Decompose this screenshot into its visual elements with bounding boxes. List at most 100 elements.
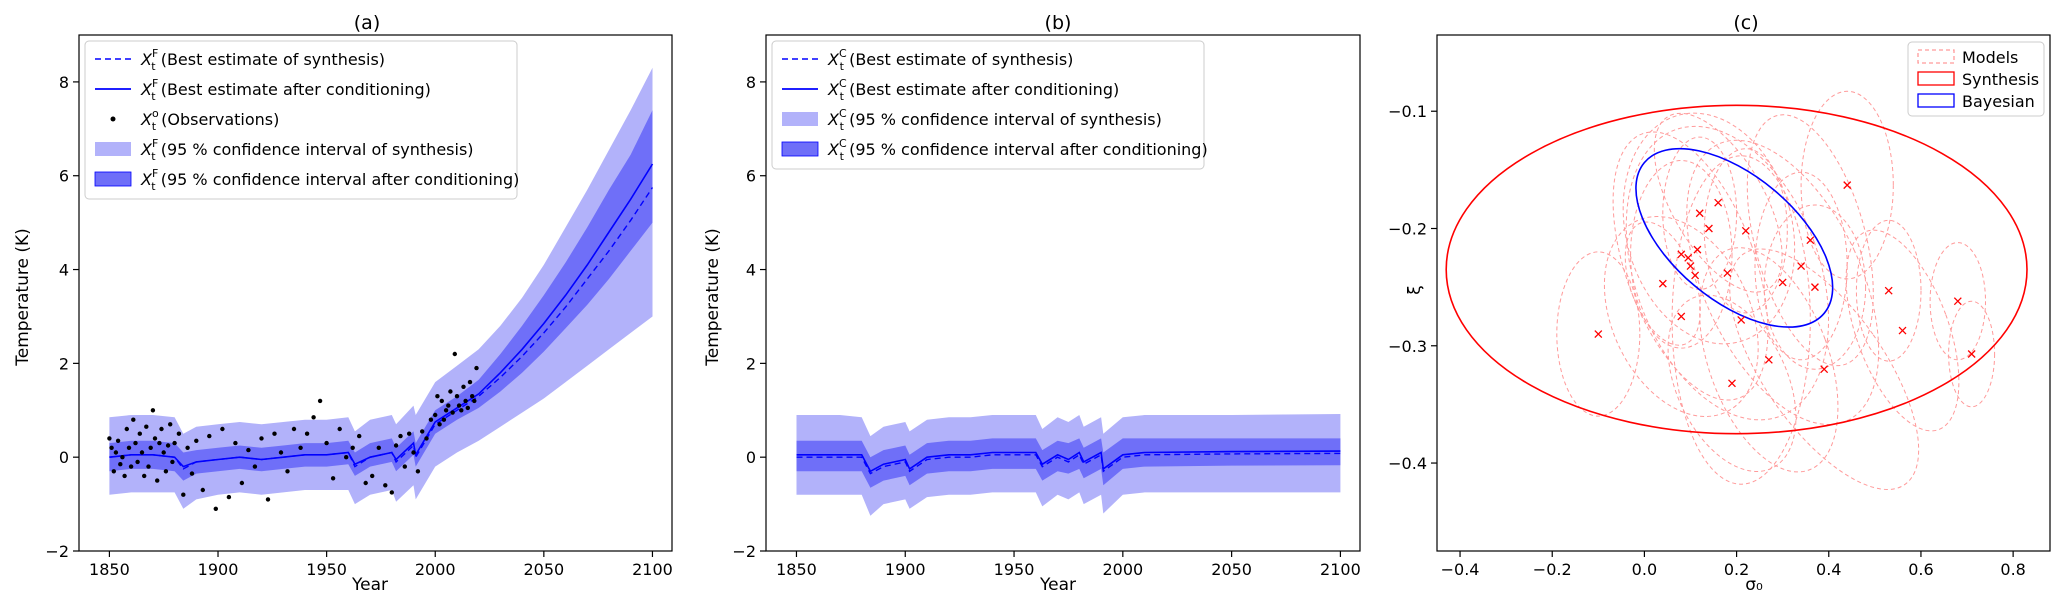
panel-b-ytick-label: 8 (746, 73, 756, 92)
panel-c-model-ellipse (1630, 160, 1733, 349)
panel-a-observation-point (176, 431, 182, 436)
panel-a-observation-point (411, 450, 416, 455)
panel-a-observation-point (350, 445, 355, 450)
panel-c-legend (1907, 41, 2045, 117)
panel-c-model-ellipse (1703, 148, 1788, 314)
panel-a-observation-point (133, 440, 138, 446)
panel-a-observation-point (207, 433, 212, 439)
panel-a-observation-point (439, 398, 444, 404)
panel-b-frame (765, 34, 1361, 552)
panel-c-model-marker (1658, 279, 1667, 288)
panel-a-observation-point (165, 443, 171, 448)
panel-a-observation-point (200, 487, 205, 493)
panel-c-ytick-label: −0.4 (1388, 454, 1427, 473)
panel-a-observation-point (137, 431, 142, 436)
panel-a-observation-point (452, 351, 457, 357)
panel-a-observation-point (424, 436, 429, 441)
panel-a-observation-point (448, 389, 453, 394)
panel-a-observation-point (389, 490, 394, 495)
panel-b-legend-swatch-dark (781, 141, 819, 157)
panel-a-ytick-label: 0 (59, 448, 69, 467)
panel-c-model-marker (1797, 262, 1806, 270)
panel-a-observation-point (470, 394, 475, 399)
panel-a-observation-point (474, 365, 479, 371)
panel-c: (c) σ₀ ξ −0.4 −0.2 0.0 0.2 0.4 0.6 0.8 −0.4 −0.3… (1388, 12, 2051, 595)
panel-a-observation-point (252, 464, 258, 469)
panel-a-xtick-label: 1850 (89, 560, 130, 579)
panel-a-observation-point (172, 440, 177, 446)
panel-a-observation-point (272, 431, 277, 436)
panel-b-xtick-label: 2000 (1102, 560, 1143, 579)
panel-c-model-marker (1764, 355, 1773, 364)
panel-a-observation-point (131, 417, 136, 422)
panel-c-model-marker (1898, 326, 1907, 335)
panel-c-ytick-label: −0.1 (1388, 102, 1427, 121)
panel-a-observation-point (126, 445, 132, 450)
panel-a-legend-swatch-light (95, 142, 131, 156)
panel-a-observation-point (446, 403, 451, 408)
panel-c-model-ellipse (1763, 204, 1867, 370)
panel-a-xtick-label: 2100 (632, 560, 673, 579)
panel-c-model-marker (1820, 365, 1829, 374)
panel-a-observation-point (467, 379, 473, 385)
panel-a-observation-point (370, 473, 375, 479)
panel-a-observation-point (159, 426, 164, 432)
panel-a-observation-point (428, 417, 434, 422)
panel-a-observation-point (259, 436, 264, 441)
panel-c-bayesian-ellipse (1635, 147, 1834, 328)
panel-c-model-ellipse (1653, 112, 1783, 293)
panel-a-title: (a) (354, 12, 380, 34)
panel-a-xtick-label: 2000 (415, 560, 456, 579)
panel-a-observation-point (111, 469, 117, 474)
panel-c-model-marker (1723, 269, 1732, 278)
panel-a-observation-point (226, 494, 232, 500)
panel-a-observation-point (170, 459, 175, 465)
panel-c-model-marker (1728, 379, 1736, 388)
panel-a-observation-point (233, 440, 238, 446)
panel-c-ylabel: ξ (1405, 285, 1425, 294)
panel-a-observation-point (124, 426, 129, 432)
panel-c-xtick-label: −0.4 (1441, 560, 1480, 579)
panel-c-xtick-label: −0.2 (1533, 560, 1572, 579)
panel-a-xtick-label: 1950 (306, 560, 347, 579)
panel-a-observation-point (161, 450, 166, 455)
panel-a-observation-point (420, 429, 425, 434)
panel-a-observation-point (113, 450, 119, 455)
panel-c-model-marker (1704, 224, 1713, 233)
panel-c-title: (c) (1733, 12, 1758, 34)
panel-a-observation-point (398, 433, 403, 439)
panel-a-observation-point (407, 431, 412, 436)
panel-a-observation-point (324, 440, 329, 446)
panel-a-legend (84, 40, 518, 200)
panel-c-legend-swatch (1917, 71, 1955, 86)
panel-a-ylabel: Temperature (K) (13, 228, 33, 367)
panel-c-model-ellipse (1699, 247, 1839, 473)
panel-a-observation-point (376, 445, 381, 450)
panel-c-model-ellipse (1800, 90, 1894, 280)
panel-a-xtick-label: 1900 (198, 560, 239, 579)
panel-a-ytick-label: 2 (59, 354, 69, 373)
panel-c-model-marker (1677, 250, 1686, 259)
panel-a-observation-point (285, 469, 290, 474)
panel-a-observation-point (181, 492, 186, 497)
panel-a-ytick-label: 4 (59, 261, 69, 280)
panel-b-legend-label: XC t (Best estimate after conditioning) (827, 77, 1119, 103)
panel-c-model-ellipse (1929, 242, 1987, 361)
panel-b-ytick-label: 0 (746, 448, 756, 467)
panel-a-observation-point (265, 497, 271, 502)
panel-a-observation-point (150, 408, 156, 413)
panel-b-xtick-label: 1850 (776, 560, 817, 579)
panel-a-legend-swatch-dark (94, 171, 132, 187)
panel-a-ytick-label: −2 (45, 542, 69, 561)
panel-a-observation-point (472, 398, 477, 404)
panel-a-observation-point (157, 440, 162, 446)
panel-a-observation-point (220, 426, 225, 432)
panel-c-model-marker (1741, 226, 1750, 235)
panel-a-observation-point (139, 450, 145, 455)
panel-b-ytick-label: −2 (732, 542, 756, 561)
panel-a-xlabel: Year (351, 575, 388, 595)
panel-a-observation-point (213, 506, 218, 511)
panel-a-observation-point (163, 469, 169, 474)
panel-a-observation-point (246, 447, 251, 453)
panel-b: (b) Year Temperature (K) 1850 1900 1950 200… (703, 12, 1361, 595)
